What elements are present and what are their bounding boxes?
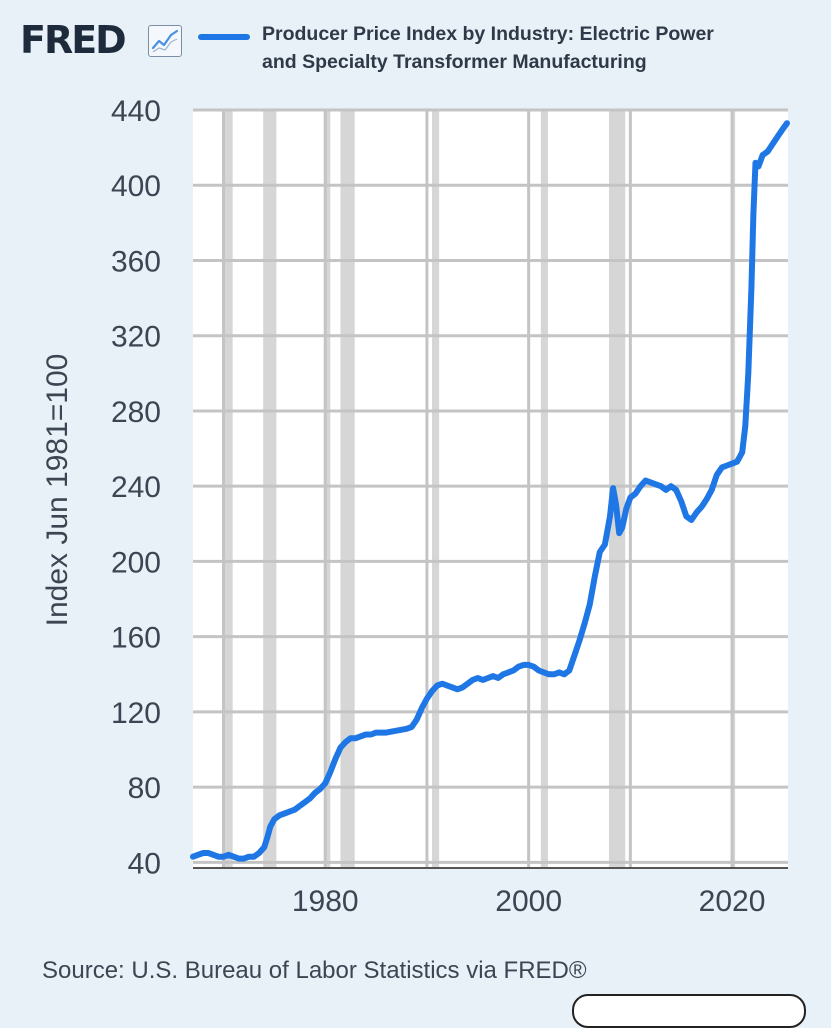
y-tick-label: 280	[111, 396, 161, 429]
chart-header: FRED Producer Price Index by Industry: E…	[0, 0, 831, 90]
legend-line-swatch	[198, 34, 250, 40]
y-tick-label: 40	[128, 847, 161, 880]
recession-band	[733, 110, 736, 868]
legend-label-line-2: and Specialty Transformer Manufacturing	[262, 51, 647, 73]
y-tick-label: 80	[128, 772, 161, 805]
plot-area	[193, 110, 788, 868]
legend-label-line-1: Producer Price Index by Industry: Electr…	[262, 23, 714, 45]
trend-line-icon	[148, 25, 182, 57]
recession-band	[222, 110, 233, 868]
source-note: Source: U.S. Bureau of Labor Statistics …	[42, 957, 587, 984]
y-tick-label: 240	[111, 471, 161, 504]
recession-band	[432, 110, 440, 868]
x-tick-label: 1980	[292, 885, 359, 918]
recession-band	[325, 110, 331, 868]
y-tick-label: 200	[111, 546, 161, 579]
line-chart: 40 80 120 160 200 240 280 320 360 400 440 1980 2000 2…	[111, 95, 790, 918]
fred-logo: FRED	[20, 18, 127, 62]
x-tick-label: 2020	[699, 885, 766, 918]
legend-label: Producer Price Index by Industry: Electr…	[262, 20, 782, 76]
y-tick-label: 120	[111, 697, 161, 730]
y-tick-label: 160	[111, 622, 161, 655]
recession-band	[540, 110, 548, 868]
x-tick-label: 2000	[495, 885, 562, 918]
y-tick-label: 320	[111, 321, 161, 354]
y-tick-label: 400	[111, 170, 161, 203]
series-line	[190, 120, 790, 862]
recession-band	[263, 110, 277, 868]
y-tick-label: 440	[111, 95, 161, 128]
recession-band	[608, 110, 626, 868]
y-tick-label: 360	[111, 245, 161, 278]
menu-pill-button[interactable]	[572, 994, 806, 1028]
recession-band	[340, 110, 355, 868]
